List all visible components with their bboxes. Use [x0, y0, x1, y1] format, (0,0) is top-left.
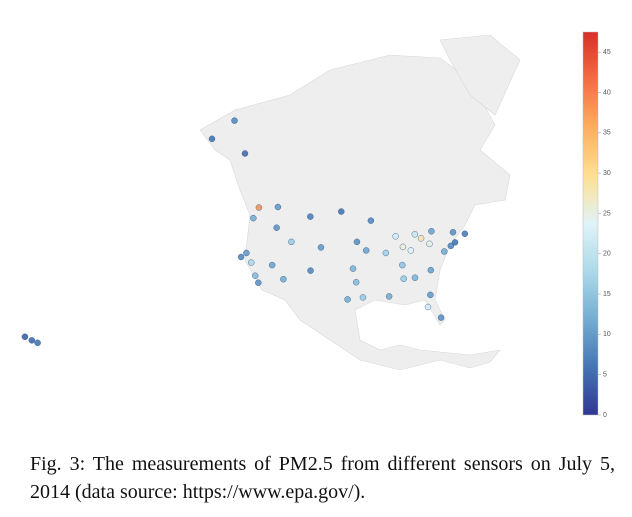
sensor	[273, 224, 280, 231]
sensor	[274, 203, 282, 211]
sensor	[441, 248, 448, 255]
colorbar-tick-label: 15	[603, 291, 611, 298]
sensor	[424, 303, 432, 311]
sensor	[255, 279, 262, 286]
sensor	[407, 247, 415, 254]
colorbar-tick-label: 5	[603, 372, 607, 379]
sensor	[367, 217, 375, 224]
sensor	[338, 208, 345, 215]
sensor	[428, 228, 435, 235]
sensor	[392, 233, 399, 240]
sensor	[382, 249, 390, 257]
landmass	[199, 54, 511, 371]
sensor	[231, 117, 238, 124]
sensor	[344, 296, 351, 303]
sensor	[400, 275, 407, 282]
sensor	[411, 274, 419, 281]
colorbar-tick-label: 25	[603, 210, 611, 217]
sensor	[237, 253, 245, 261]
sensor	[385, 293, 393, 300]
colorbar-tick-label: 30	[603, 170, 611, 177]
colorbar-tick-label: 20	[603, 251, 611, 258]
sensor	[255, 204, 263, 211]
sensor	[362, 247, 370, 254]
colorbar-tick-label: 0	[603, 412, 607, 419]
colorbar	[582, 31, 599, 416]
sensor	[426, 240, 433, 248]
colorbar-tick-label: 40	[603, 89, 611, 96]
sensor	[399, 243, 407, 251]
sensor	[248, 259, 255, 266]
sensor	[241, 150, 249, 157]
sensor	[317, 244, 325, 251]
colorbar-tick-label: 35	[603, 130, 611, 137]
sensor	[208, 135, 216, 143]
sensor	[288, 238, 295, 246]
sensor	[250, 214, 257, 222]
greenland	[439, 34, 521, 116]
sensor	[417, 235, 425, 242]
sensor	[28, 337, 36, 344]
sensor	[252, 272, 259, 279]
sensor	[21, 333, 29, 340]
sensor	[399, 261, 406, 269]
sensor	[268, 261, 276, 269]
sensor	[307, 213, 314, 220]
sensor	[349, 265, 357, 272]
sensor	[34, 339, 41, 347]
sensor	[437, 314, 445, 321]
sensor	[449, 229, 457, 236]
map: 0 5 10 15 20 25 30 35 40 45	[21, 31, 611, 419]
sensor	[359, 294, 367, 301]
sensor	[427, 266, 434, 274]
sensor	[447, 242, 455, 250]
sensor	[451, 239, 459, 246]
colorbar-tick-label: 45	[603, 49, 611, 56]
sensor	[243, 249, 250, 257]
colorbar-tick-label: 10	[603, 331, 611, 338]
sensor	[427, 291, 434, 299]
sensor	[353, 238, 361, 246]
sensor	[461, 230, 469, 237]
sensor	[352, 279, 360, 286]
sensor	[307, 267, 314, 274]
caption: Fig. 3: The measurements of PM2.5 from d…	[30, 453, 615, 503]
sensor	[411, 231, 419, 238]
sensor	[280, 276, 287, 283]
